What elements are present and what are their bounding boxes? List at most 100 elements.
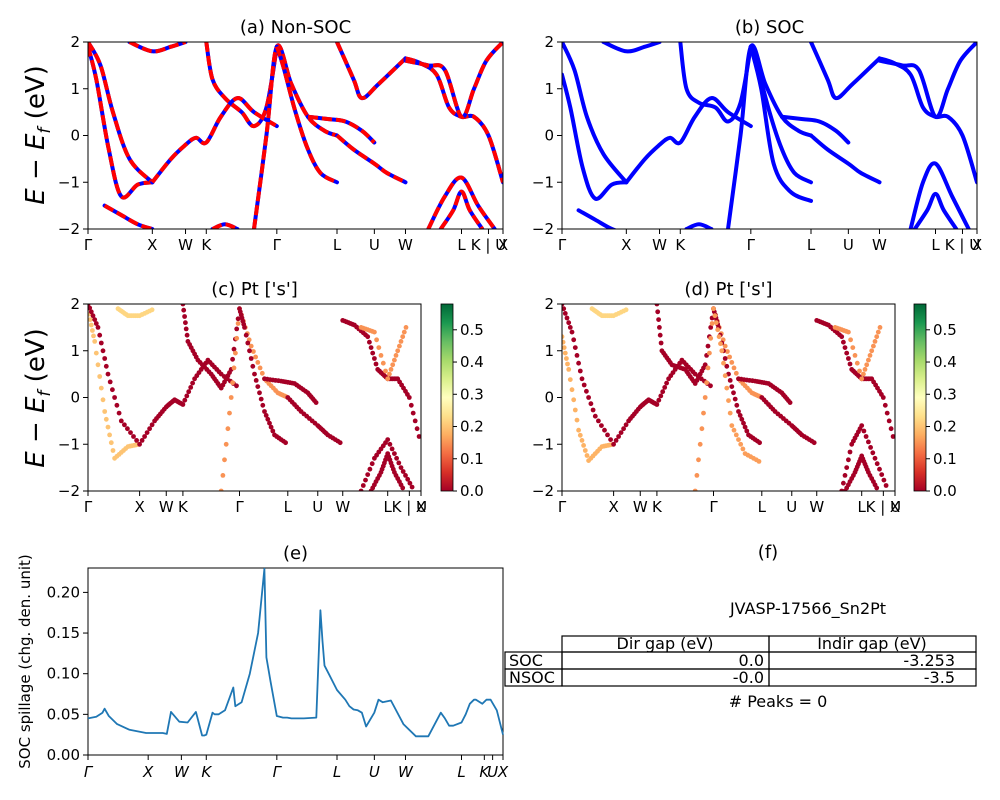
point-d-4-0-5 [658, 340, 664, 346]
point-d-11-2-5 [867, 353, 873, 358]
colorbar-label-c-1: 0.1 [460, 450, 484, 468]
point-c-1-3-0 [118, 418, 124, 424]
point-c-11-2-4 [394, 455, 399, 461]
point-c-10-2-1 [387, 371, 392, 377]
band-line-overlay-a-9 [307, 114, 376, 144]
bands-a [88, 42, 503, 229]
point-d-7-0-4 [716, 334, 722, 340]
panel-title-e: (e) [283, 543, 308, 564]
point-c-0-2-3 [107, 432, 112, 438]
xtick-label-b-8: L [931, 236, 940, 254]
point-c-5-1-0 [228, 395, 234, 400]
point-d-1-0-1 [562, 306, 567, 312]
point-d-0-0-4 [564, 356, 569, 361]
point-d-10-2-5 [847, 361, 853, 367]
point-c-1-2-0 [105, 371, 111, 377]
point-c-4-0-0 [180, 304, 186, 307]
ylabel-top-math: E − E [21, 133, 51, 205]
panel-title-a: (a) Non-SOC [240, 17, 351, 38]
colorbar-label-c-2: 0.2 [460, 418, 484, 436]
point-d-12-2-5 [870, 450, 876, 456]
xtick-label-d-5: L [758, 498, 767, 516]
xtick-label-a-4: Γ [273, 236, 282, 254]
point-d-1-2-0 [579, 376, 585, 382]
colorbar-d-ticks: 0.0 0.1 0.2 0.3 0.4 0.5 [926, 321, 957, 500]
colorbar-c-gradient [440, 303, 454, 492]
point-c-7-3-5 [337, 440, 343, 446]
xtick-label-b-7: W [872, 236, 887, 254]
point-d-6-2-2 [729, 384, 735, 389]
point-c-6-3-4 [268, 424, 274, 430]
xtick-label-e-7: W [398, 763, 414, 781]
point-c-4-5-5 [235, 316, 241, 322]
xtick-label-b-1: X [621, 236, 631, 254]
point-c-11-2-3 [392, 451, 397, 456]
point-d-5-1-1 [704, 380, 709, 386]
xtick-label-d-10: X [890, 498, 900, 516]
point-d-4-0-3 [657, 325, 662, 330]
point-c-6-3-0 [262, 409, 267, 414]
point-c-2-4-5 [190, 380, 196, 386]
band-line-overlay-a-6 [252, 43, 338, 229]
ytick-label-c-0: −2 [58, 482, 80, 500]
point-c-9-2-2 [368, 345, 374, 350]
point-d-12-3-3 [879, 472, 885, 477]
point-d-6-2-3 [731, 390, 736, 396]
point-c-5-0-0 [218, 488, 224, 491]
point-c-9-6-1 [408, 402, 414, 408]
point-c-6-3-1 [263, 413, 269, 418]
ytick-label-d-2: 0 [544, 389, 554, 407]
xtick-label-c-10: X [416, 498, 426, 516]
point-d-7-2-0 [729, 423, 735, 428]
point-c-2-0-0 [137, 441, 143, 447]
xtick-label-d-0: Γ [558, 498, 567, 516]
point-d-12-2-0 [859, 423, 865, 428]
point-d-1-3-3 [602, 427, 607, 433]
point-c-2-0-1 [139, 438, 145, 443]
point-c-9-6-0 [406, 395, 412, 400]
point-c-11-0-0 [358, 488, 364, 491]
point-c-2-4-2 [184, 393, 190, 399]
point-c-11-3-5 [409, 484, 415, 490]
point-d-2-0-2 [616, 434, 621, 439]
point-c-1-3-4 [131, 434, 136, 439]
point-d-1-1-5 [577, 368, 583, 374]
colorbar-label-d-2: 0.2 [933, 418, 957, 436]
point-d-4-0-1 [655, 309, 661, 315]
point-c-6-2-0 [252, 371, 257, 377]
point-d-0-2-5 [584, 453, 590, 458]
panel-title-d: (d) Pt ['s'] [684, 279, 772, 300]
point-d-4-5-4 [708, 325, 714, 330]
xtick-label-e-4: Γ [273, 763, 283, 781]
point-c-10-2-5 [393, 353, 399, 358]
colorbar-c-ticks: 0.0 0.1 0.2 0.3 0.4 0.5 [453, 321, 484, 500]
point-d-5-1-5 [709, 321, 715, 326]
point-d-12-0-2 [842, 473, 848, 478]
band-line-b-15 [912, 191, 959, 229]
colorbar-label-d-5: 0.5 [933, 321, 957, 339]
point-d-1-3-4 [605, 432, 610, 438]
point-d-5-3-0 [722, 343, 728, 349]
point-d-8-3-5 [811, 440, 817, 446]
material-id: JVASP-17566_Sn2Pt [729, 599, 886, 619]
point-c-11-2-2 [389, 446, 395, 452]
xtick-label-b-5: L [807, 236, 816, 254]
colorbar-label-d-1: 0.1 [933, 450, 957, 468]
ylabel-spillage: SOC spillage (chg. den. unit) [16, 554, 34, 769]
point-d-6-3-5 [744, 428, 750, 434]
point-d-2-4-4 [662, 385, 668, 390]
point-d-10-6-5 [890, 434, 895, 439]
point-d-6-1-4 [722, 356, 728, 361]
point-c-10-1-3 [378, 353, 384, 358]
xtick-label-a-9: K | U [471, 236, 506, 254]
point-d-5-1-0 [702, 395, 708, 400]
colorbar-label-d-0: 0.0 [933, 482, 957, 500]
point-d-1-0-3 [564, 315, 570, 321]
point-d-0-0-5 [565, 361, 570, 367]
xtick-label-b-4: Γ [747, 236, 756, 254]
point-c-2-0-3 [144, 430, 150, 435]
point-d-0-0-2 [562, 345, 567, 350]
point-c-2-0-4 [147, 426, 153, 432]
point-c-5-1-4 [234, 335, 240, 341]
gap-table: Dir gap (eV) Indir gap (eV) SOC 0.0 -3.2… [504, 634, 977, 687]
